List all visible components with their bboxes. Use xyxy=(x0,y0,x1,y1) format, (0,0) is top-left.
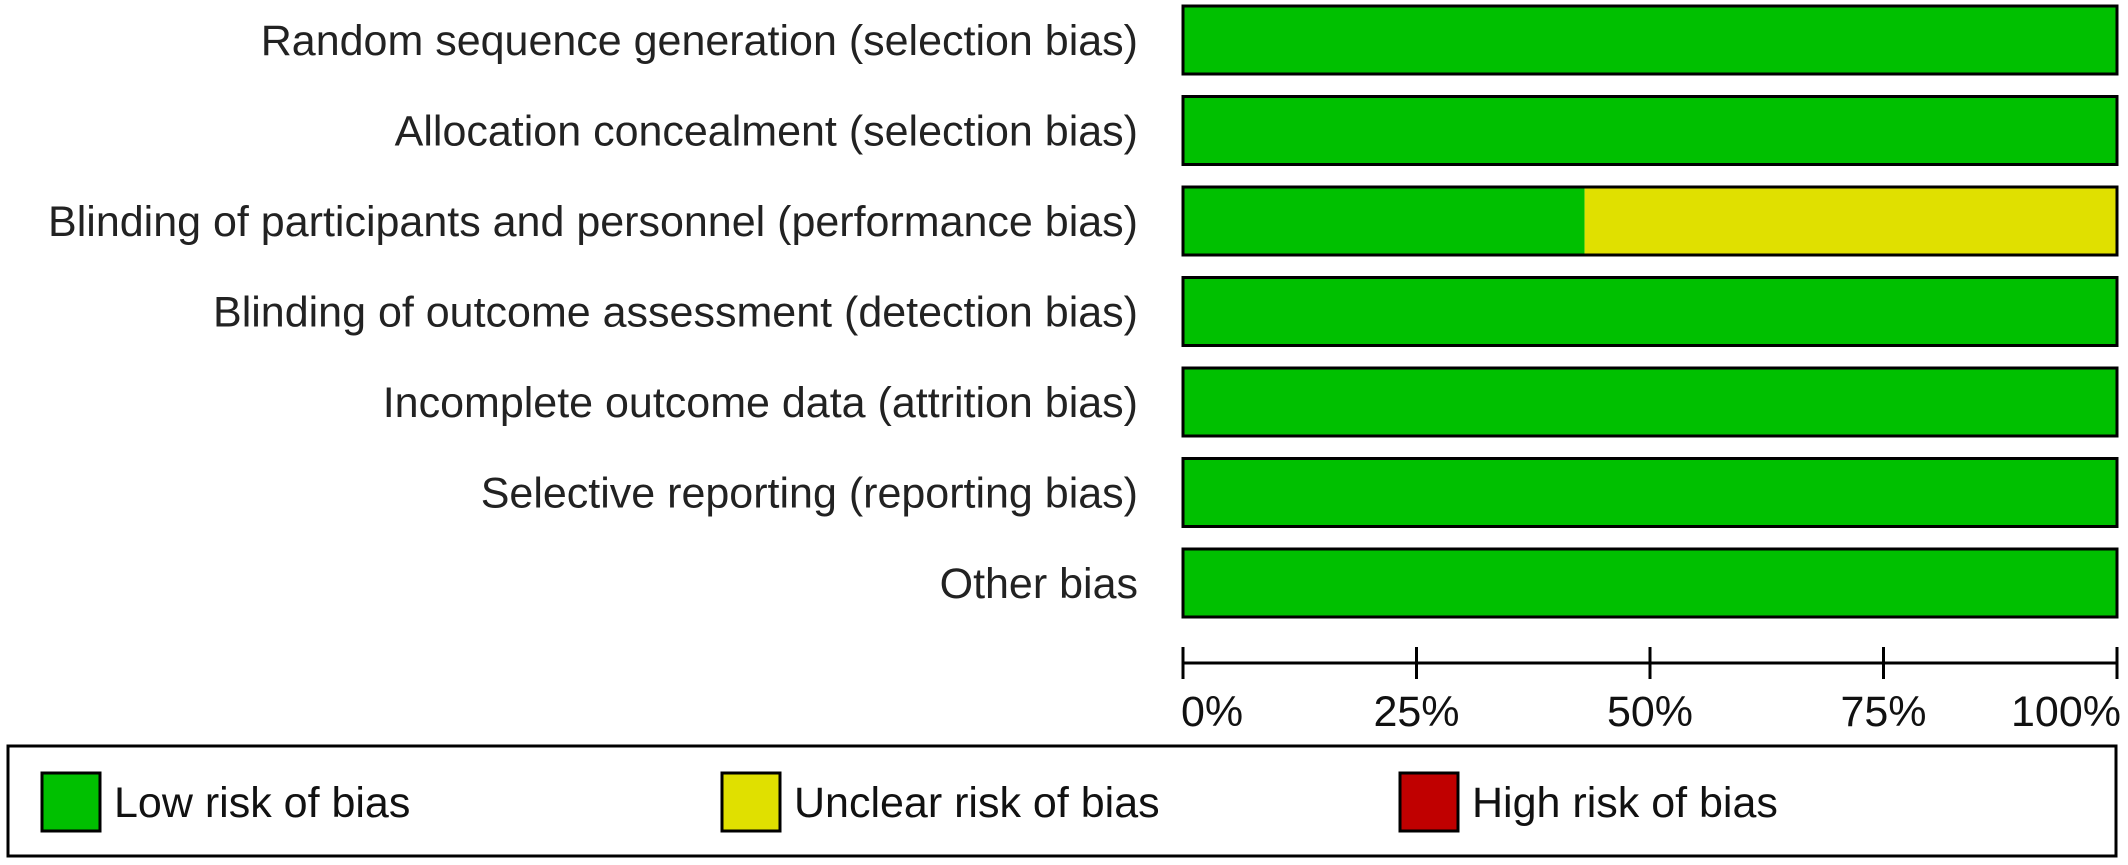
category-label: Selective reporting (reporting bias) xyxy=(481,470,1138,518)
bar-segment xyxy=(1183,96,2117,165)
x-tick-label: 0% xyxy=(1181,688,1243,736)
x-tick-label: 25% xyxy=(1373,688,1459,736)
bar-outline xyxy=(1181,547,2119,619)
category-label: Incomplete outcome data (attrition bias) xyxy=(383,379,1138,427)
bar-outline xyxy=(1181,4,2119,76)
bar-outline xyxy=(1181,276,2119,347)
bars xyxy=(1181,4,2119,619)
legend-label: Unclear risk of bias xyxy=(794,779,1160,827)
x-axis: 0% 25% 50% 75% 100% xyxy=(1181,647,2121,736)
bar-segment xyxy=(1183,277,2117,346)
category-labels: Random sequence generation (selection bi… xyxy=(48,17,1138,608)
legend-swatch xyxy=(720,771,782,833)
legend-swatch xyxy=(40,771,102,833)
category-label: Other bias xyxy=(940,560,1138,608)
category-label: Random sequence generation (selection bi… xyxy=(261,17,1138,65)
legend-box xyxy=(6,744,2118,858)
bar-outline xyxy=(1181,457,2119,528)
x-tick-label: 50% xyxy=(1607,688,1693,736)
x-tick-label: 100% xyxy=(2011,688,2121,736)
legend-label: High risk of bias xyxy=(1472,779,1778,827)
bar-segment xyxy=(1183,368,2117,436)
bar-segment xyxy=(1183,6,2117,74)
category-label: Allocation concealment (selection bias) xyxy=(395,108,1138,156)
bar-outline xyxy=(1181,185,2119,257)
bar-segment xyxy=(1584,187,2117,255)
category-label: Blinding of outcome assessment (detectio… xyxy=(213,289,1138,337)
legend-label: Low risk of bias xyxy=(114,779,410,827)
category-label: Blinding of participants and personnel (… xyxy=(48,198,1138,246)
bar-outline xyxy=(1181,95,2119,166)
legend: Low risk of bias Unclear risk of bias High… xyxy=(6,744,2118,858)
x-tick-label: 75% xyxy=(1840,688,1926,736)
bar-outline xyxy=(1181,366,2119,438)
bar-segment xyxy=(1183,458,2117,527)
bar-segment xyxy=(1183,549,2117,617)
legend-swatch xyxy=(1398,771,1460,833)
bar-segment xyxy=(1183,187,1585,255)
